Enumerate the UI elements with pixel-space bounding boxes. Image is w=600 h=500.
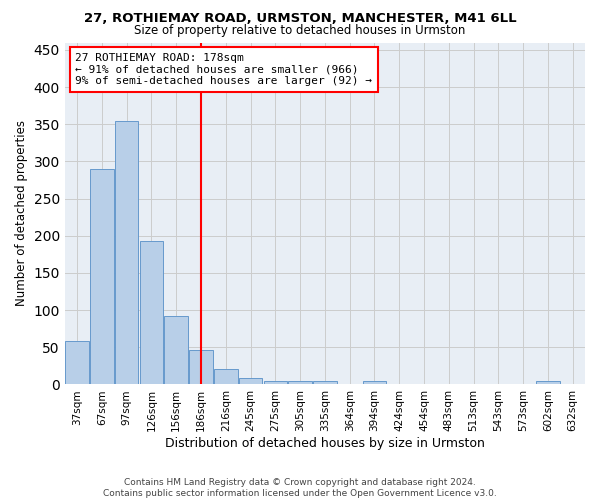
Bar (362, 382, 386, 384)
Y-axis label: Number of detached properties: Number of detached properties (15, 120, 28, 306)
Bar (263, 380, 287, 384)
Text: 27 ROTHIEMAY ROAD: 178sqm
← 91% of detached houses are smaller (966)
9% of semi-: 27 ROTHIEMAY ROAD: 178sqm ← 91% of detac… (75, 53, 372, 86)
Text: Contains HM Land Registry data © Crown copyright and database right 2024.
Contai: Contains HM Land Registry data © Crown c… (103, 478, 497, 498)
Bar (239, 378, 262, 384)
X-axis label: Distribution of detached houses by size in Urmston: Distribution of detached houses by size … (165, 437, 485, 450)
Text: 27, ROTHIEMAY ROAD, URMSTON, MANCHESTER, M41 6LL: 27, ROTHIEMAY ROAD, URMSTON, MANCHESTER,… (83, 12, 517, 26)
Bar (140, 241, 163, 384)
Bar (189, 350, 213, 384)
Bar (115, 122, 139, 384)
Bar (65, 340, 89, 384)
Bar (289, 380, 312, 384)
Bar (164, 316, 188, 384)
Bar (313, 380, 337, 384)
Bar (536, 382, 560, 384)
Bar (214, 369, 238, 384)
Bar (90, 169, 114, 384)
Text: Size of property relative to detached houses in Urmston: Size of property relative to detached ho… (134, 24, 466, 37)
